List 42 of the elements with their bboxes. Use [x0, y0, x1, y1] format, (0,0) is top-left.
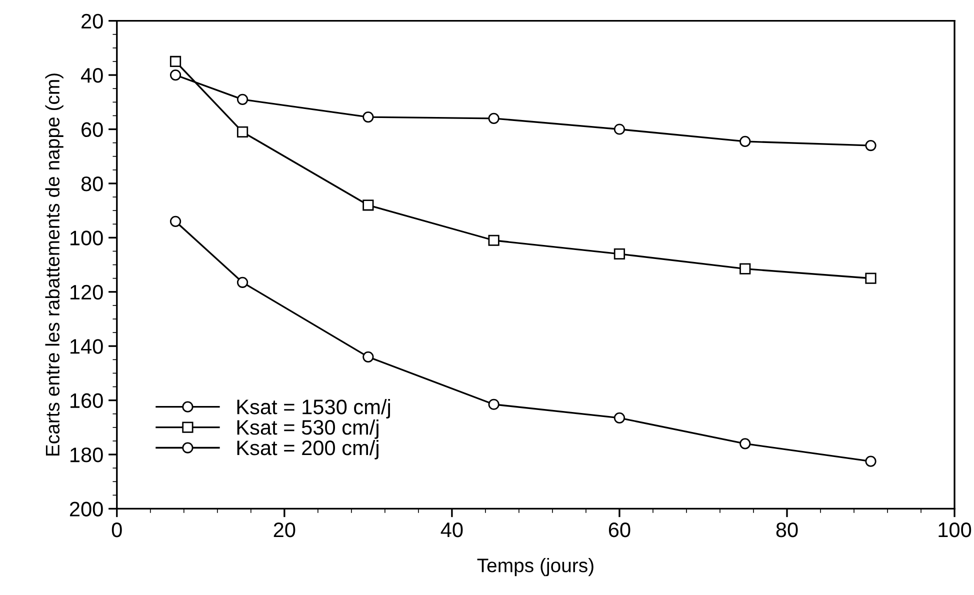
legend-label: Ksat = 1530 cm/j [237, 399, 390, 418]
y-tick-label: 160 [70, 393, 103, 408]
point [740, 136, 751, 147]
y-tick-label: 120 [70, 284, 103, 300]
point [865, 456, 876, 467]
point [488, 398, 500, 410]
x-tick-label: 80 [776, 522, 798, 538]
y-tick-label: 40 [80, 68, 103, 83]
point [236, 94, 248, 105]
y-tick-label: 80 [81, 176, 103, 192]
y-tick-label: 20 [82, 14, 103, 29]
point [488, 234, 500, 246]
point [362, 351, 374, 362]
point [614, 248, 626, 260]
point [865, 272, 876, 284]
point [170, 216, 182, 227]
point [236, 276, 248, 288]
y-tick-label: 100 [70, 230, 103, 246]
y-tick-label: 140 [70, 339, 103, 354]
y-tick-label: 200 [70, 502, 103, 516]
point [740, 438, 751, 450]
point [170, 56, 182, 68]
point [170, 69, 182, 81]
x-axis-title: Temps (jours) [477, 558, 594, 576]
point [488, 112, 500, 124]
point [236, 126, 248, 138]
x-tick-label: 60 [608, 522, 630, 538]
y-axis-title: Ecarts entre les rabattements de nappe (cm) [45, 74, 64, 456]
point [740, 263, 751, 274]
point [614, 124, 626, 135]
legend-label: Ksat = 200 cm/j [237, 440, 378, 460]
x-tick-label: 0 [112, 522, 122, 538]
legend-label: Ksat = 530 cm/j [237, 420, 378, 439]
point [362, 200, 374, 211]
point [362, 111, 374, 123]
x-tick-label: 20 [274, 522, 296, 538]
y-tick-label: 60 [82, 122, 103, 137]
y-tick-label: 180 [70, 448, 103, 462]
x-tick-label: 100 [938, 522, 972, 538]
x-tick-label: 40 [440, 522, 463, 538]
point [614, 412, 626, 424]
point [865, 140, 876, 152]
